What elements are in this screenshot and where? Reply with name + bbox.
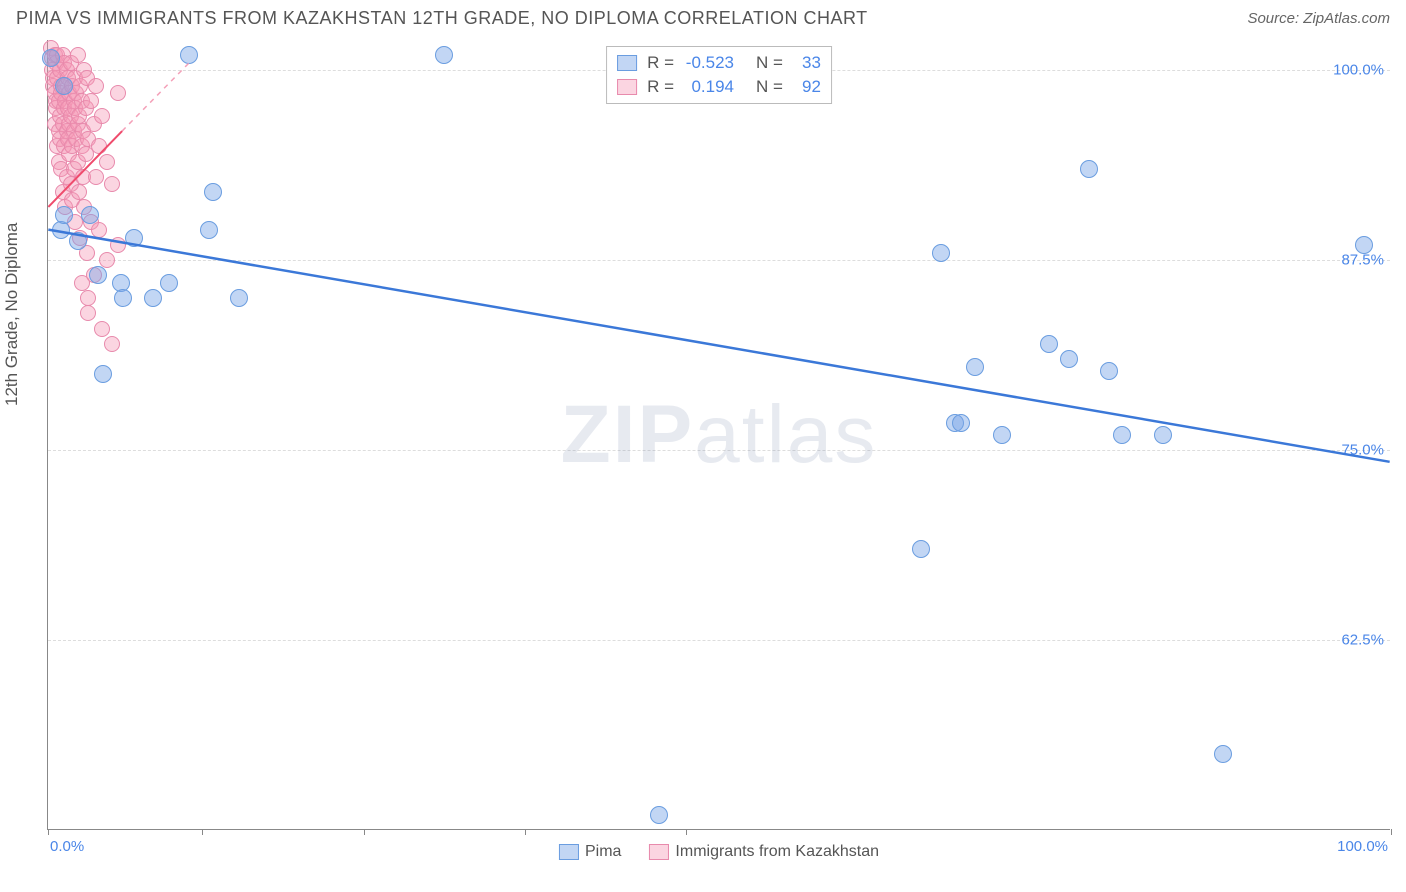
x-tick (364, 829, 365, 835)
data-point-pima (52, 221, 70, 239)
data-point-pima (180, 46, 198, 64)
r-value-b: 0.194 (684, 77, 734, 97)
data-point-kazakhstan (91, 138, 107, 154)
data-point-pima (55, 206, 73, 224)
x-tick-label: 0.0% (50, 838, 84, 855)
x-tick (202, 829, 203, 835)
data-point-pima (94, 365, 112, 383)
data-point-kazakhstan (94, 108, 110, 124)
gridline (48, 260, 1390, 261)
data-point-pima (81, 206, 99, 224)
data-point-pima (144, 289, 162, 307)
data-point-pima (1040, 335, 1058, 353)
legend-label-kazakhstan: Immigrants from Kazakhstan (675, 843, 879, 861)
swatch-kazakhstan-icon (617, 79, 637, 95)
stats-legend: R = -0.523 N = 33 R = 0.194 N = 92 (606, 46, 832, 104)
legend-item-kazakhstan: Immigrants from Kazakhstan (649, 843, 879, 861)
data-point-kazakhstan (99, 252, 115, 268)
n-value-a: 33 (793, 53, 821, 73)
data-point-pima (200, 221, 218, 239)
x-tick (48, 829, 49, 835)
legend-item-pima: Pima (559, 843, 621, 861)
data-point-kazakhstan (110, 237, 126, 253)
data-point-kazakhstan (71, 184, 87, 200)
data-point-pima (435, 46, 453, 64)
data-point-pima (55, 77, 73, 95)
data-point-pima (204, 183, 222, 201)
scatter-chart: ZIPatlas R = -0.523 N = 33 R = 0.194 N =… (47, 40, 1390, 830)
data-point-kazakhstan (80, 290, 96, 306)
data-point-pima (1154, 426, 1172, 444)
data-point-pima (993, 426, 1011, 444)
y-tick-label: 100.0% (1333, 62, 1384, 79)
stats-row-a: R = -0.523 N = 33 (617, 51, 821, 75)
n-label-b: N = (756, 77, 783, 97)
r-value-a: -0.523 (684, 53, 734, 73)
watermark-zip: ZIP (561, 389, 695, 480)
r-label-b: R = (647, 77, 674, 97)
regression-lines (48, 40, 1390, 829)
data-point-pima (966, 358, 984, 376)
series-legend: Pima Immigrants from Kazakhstan (559, 843, 879, 861)
swatch-pima-icon (617, 55, 637, 71)
watermark-atlas: atlas (694, 389, 877, 480)
n-value-b: 92 (793, 77, 821, 97)
r-label-a: R = (647, 53, 674, 73)
watermark: ZIPatlas (561, 388, 878, 482)
data-point-pima (912, 540, 930, 558)
data-point-pima (114, 289, 132, 307)
n-label-a: N = (756, 53, 783, 73)
x-tick-label: 100.0% (1337, 838, 1388, 855)
y-tick-label: 87.5% (1341, 252, 1384, 269)
data-point-kazakhstan (80, 305, 96, 321)
data-point-kazakhstan (110, 85, 126, 101)
data-point-pima (952, 414, 970, 432)
legend-label-pima: Pima (585, 843, 621, 861)
data-point-pima (160, 274, 178, 292)
y-tick-label: 62.5% (1341, 632, 1384, 649)
data-point-kazakhstan (88, 169, 104, 185)
x-tick (686, 829, 687, 835)
swatch-kazakhstan-icon (649, 844, 669, 860)
data-point-pima (650, 806, 668, 824)
data-point-pima (1080, 160, 1098, 178)
y-axis-label: 12th Grade, No Diploma (2, 223, 22, 406)
data-point-kazakhstan (91, 222, 107, 238)
data-point-kazakhstan (74, 275, 90, 291)
gridline (48, 450, 1390, 451)
data-point-kazakhstan (99, 154, 115, 170)
data-point-pima (89, 266, 107, 284)
data-point-pima (1214, 745, 1232, 763)
data-point-pima (42, 49, 60, 67)
data-point-pima (230, 289, 248, 307)
y-tick-label: 75.0% (1341, 442, 1384, 459)
x-tick (525, 829, 526, 835)
source-label: Source: ZipAtlas.com (1247, 10, 1390, 27)
data-point-kazakhstan (94, 321, 110, 337)
data-point-kazakhstan (88, 78, 104, 94)
swatch-pima-icon (559, 844, 579, 860)
chart-title: PIMA VS IMMIGRANTS FROM KAZAKHSTAN 12TH … (16, 8, 868, 29)
data-point-pima (69, 232, 87, 250)
data-point-kazakhstan (70, 47, 86, 63)
data-point-pima (932, 244, 950, 262)
data-point-kazakhstan (104, 176, 120, 192)
gridline (48, 640, 1390, 641)
data-point-pima (1060, 350, 1078, 368)
data-point-pima (125, 229, 143, 247)
stats-row-b: R = 0.194 N = 92 (617, 75, 821, 99)
data-point-kazakhstan (83, 93, 99, 109)
data-point-pima (1100, 362, 1118, 380)
data-point-pima (1113, 426, 1131, 444)
data-point-kazakhstan (104, 336, 120, 352)
data-point-pima (1355, 236, 1373, 254)
x-tick (1391, 829, 1392, 835)
